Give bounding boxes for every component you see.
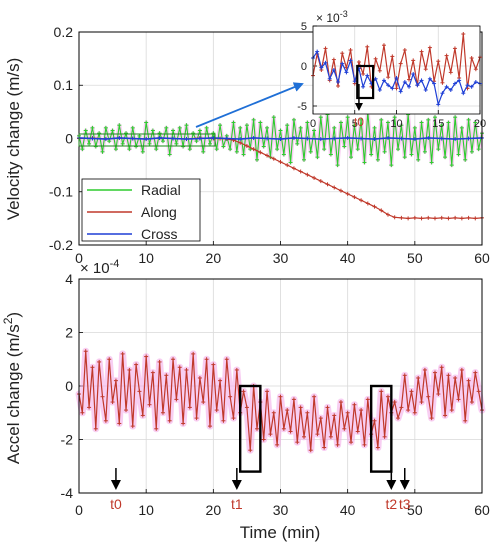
x-tick-label: 15 <box>432 118 444 130</box>
time-marker-t2: t2 <box>385 468 397 512</box>
inset-frame <box>312 25 481 115</box>
x-tick-label: 10 <box>138 250 154 266</box>
y-tick-label: 5 <box>301 21 307 33</box>
inset-exponent: × 10-3 <box>316 9 348 25</box>
bottom-series-group <box>75 347 486 454</box>
bottom-y-axis-label: Accel change (m/s2) <box>1 312 23 464</box>
arrow-head <box>231 480 242 490</box>
time-marker-label: t1 <box>231 496 243 512</box>
top-tick-labels: 0 10 20 30 40 50 60-0.2-0.100.10.2 <box>49 24 490 266</box>
y-tick-label: -5 <box>297 101 307 113</box>
series-accel <box>75 347 486 454</box>
top-y-axis-label: Velocity change (m/s) <box>4 58 23 221</box>
y-tick-label: 0 <box>301 61 307 73</box>
legend-box <box>81 178 201 242</box>
bottom-plot-frame <box>78 278 483 494</box>
inset-t0-label: t0 <box>354 115 364 129</box>
arrow-head <box>399 480 410 490</box>
bottom-exponent-power: -4 <box>110 258 120 270</box>
x-tick-label: 50 <box>407 502 423 518</box>
legend-along-label: Along <box>141 204 177 220</box>
top-series-group <box>77 109 484 221</box>
bottom-ylabel-close: ) <box>4 312 23 318</box>
x-tick-label: 0 <box>75 250 83 266</box>
top-velocity-panel: 0 10 20 30 40 50 60-0.2-0.100.10.2 Velocity ch… <box>4 9 490 266</box>
inset-zoom-plot: 0 5 10 15 20-505 × 10-3 t0 <box>297 9 486 130</box>
top-zoom-region-box <box>78 133 216 147</box>
y-tick-label: -0.2 <box>49 237 73 253</box>
time-marker-label: t3 <box>399 496 411 512</box>
arrow-head <box>110 480 121 490</box>
inset-highlight-box <box>356 64 375 100</box>
legend-cross-label: Cross <box>141 226 178 242</box>
y-tick-label: -2 <box>61 431 74 447</box>
highlight-box <box>238 384 262 473</box>
x-tick-label: 10 <box>138 502 154 518</box>
y-tick-label: 0.1 <box>54 77 74 93</box>
y-tick-label: 0 <box>65 130 73 146</box>
x-tick-label: 20 <box>474 118 486 130</box>
y-tick-label: 4 <box>65 271 73 287</box>
time-marker-t1: t1 <box>231 468 243 512</box>
highlight-box <box>369 384 393 473</box>
series-cross <box>311 49 482 107</box>
y-tick-label: 2 <box>65 324 73 340</box>
y-tick-label: 0 <box>65 378 73 394</box>
bottom-highlight-boxes <box>238 384 393 473</box>
inset-exponent-power: -3 <box>340 9 348 19</box>
inset-tick-labels: 0 5 10 15 20-505 <box>297 21 486 130</box>
time-marker-label: t2 <box>385 496 397 512</box>
x-tick-label: 50 <box>407 250 423 266</box>
bottom-exponent: × 10-4 <box>80 258 119 277</box>
x-tick-label: 40 <box>340 502 356 518</box>
time-marker-t3: t3 <box>399 468 411 512</box>
x-tick-label: 0 <box>75 502 83 518</box>
x-tick-label: 20 <box>206 502 222 518</box>
bottom-x-axis-label: Time (min) <box>240 523 321 542</box>
bottom-tick-labels: 0 10 20 30 40 50 60 -4 -2 0 2 4 <box>61 271 490 518</box>
inset-exponent-base: × 10 <box>316 11 340 25</box>
x-tick-label: 40 <box>340 250 356 266</box>
time-marker-t0: t0 <box>110 468 122 512</box>
arrow-head <box>354 103 363 111</box>
x-tick-label: 10 <box>390 118 402 130</box>
arrow-head <box>386 480 397 490</box>
x-tick-label: 60 <box>474 250 490 266</box>
legend-radial-label: Radial <box>141 182 181 198</box>
legend: Radial Along Cross <box>81 178 201 242</box>
series-radial <box>77 109 484 168</box>
bottom-ylabel-main: Accel change (m/s <box>4 324 23 464</box>
x-tick-label: 0 <box>310 118 316 130</box>
x-tick-label: 30 <box>273 250 289 266</box>
top-zoom-arrow <box>195 82 304 128</box>
time-marker-label: t0 <box>110 496 122 512</box>
x-tick-label: 60 <box>474 502 490 518</box>
x-tick-label: 30 <box>273 502 289 518</box>
y-tick-label: -0.1 <box>49 184 73 200</box>
series-cross <box>77 135 484 142</box>
bottom-exponent-base: × 10 <box>80 260 110 277</box>
inset-t0-arrow <box>354 84 363 111</box>
bottom-ylabel-sup: 2 <box>1 317 15 324</box>
bottom-time-markers: t0 t1 t2 t3 <box>110 468 411 512</box>
y-tick-label: -4 <box>61 485 74 501</box>
x-tick-label: 5 <box>352 118 358 130</box>
x-tick-label: 20 <box>206 250 222 266</box>
y-tick-label: 0.2 <box>54 24 74 40</box>
